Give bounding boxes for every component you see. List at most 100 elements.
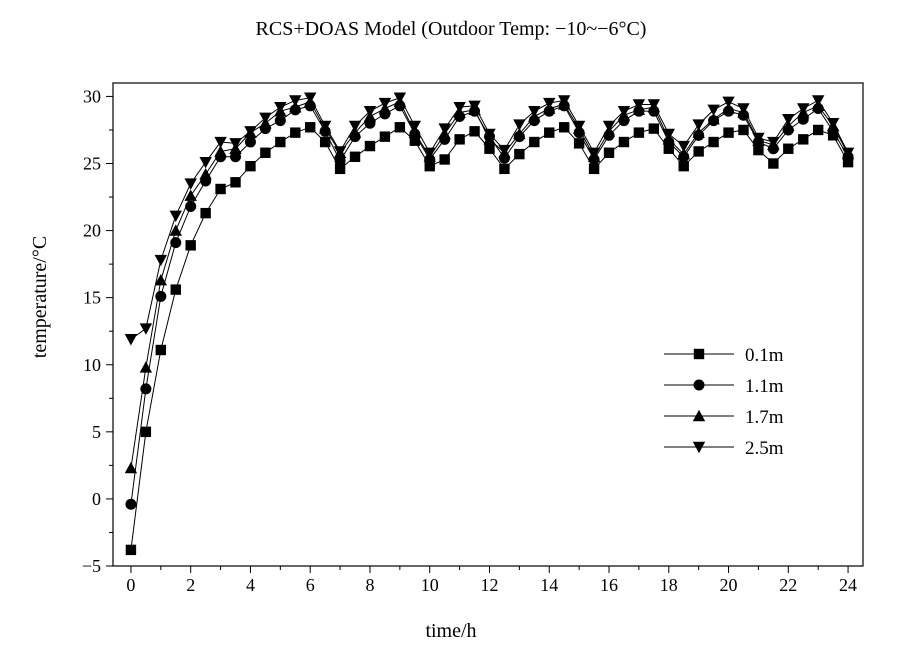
x-tick-label: 4 (246, 575, 255, 595)
data-point (722, 102, 735, 114)
data-point (648, 123, 660, 134)
y-axis: −5 0 5 10 15 20 25 30 (82, 86, 113, 576)
data-point (708, 136, 719, 148)
data-point (783, 143, 794, 154)
data-point (319, 136, 331, 148)
data-point (393, 92, 407, 104)
y-axis-label: temperature/°C (29, 236, 51, 358)
x-tick-label: 14 (540, 575, 558, 595)
data-point (573, 138, 585, 149)
data-point (454, 134, 465, 145)
data-point (811, 95, 825, 107)
data-point (274, 115, 286, 127)
x-tick-label: 12 (480, 575, 498, 595)
y-tick-label: −5 (82, 556, 101, 576)
legend-marker (693, 348, 705, 360)
data-point (169, 224, 182, 236)
data-point (125, 498, 137, 510)
x-tick-label: 22 (779, 575, 797, 595)
data-point (275, 136, 286, 148)
data-point (544, 127, 555, 138)
data-point (184, 178, 197, 190)
data-point (214, 145, 227, 157)
data-point (199, 156, 212, 169)
data-point (499, 163, 510, 175)
data-point (468, 100, 481, 113)
data-point (199, 168, 212, 180)
data-point (513, 127, 526, 140)
data-point (782, 114, 795, 126)
data-point (782, 119, 795, 132)
data-point (334, 155, 346, 167)
series-line (130, 126, 849, 550)
data-point (185, 200, 197, 212)
data-point (364, 140, 376, 152)
y-tick-label: 15 (83, 288, 101, 308)
data-point (662, 128, 675, 141)
data-point (260, 147, 271, 158)
legend-item: 1.1m (664, 376, 784, 397)
data-point (200, 207, 211, 219)
data-point (693, 146, 704, 157)
x-tick-label: 6 (306, 575, 315, 595)
data-point (723, 127, 734, 138)
legend-item: 1.7m (664, 407, 784, 428)
data-point (154, 274, 168, 286)
data-point (394, 122, 406, 133)
data-point (738, 124, 749, 136)
data-point (692, 119, 705, 131)
legend-item: 0.1m (664, 345, 784, 366)
x-tick-label: 8 (365, 575, 374, 595)
data-point (483, 128, 496, 141)
data-point (333, 146, 347, 158)
data-point (348, 120, 362, 133)
plot-frame (112, 82, 864, 567)
y-tick-label: 30 (83, 86, 101, 106)
data-point (602, 120, 616, 133)
y-tick-label: 0 (92, 489, 101, 509)
data-point (557, 95, 571, 107)
data-point (348, 126, 362, 138)
data-point (678, 160, 689, 172)
data-point (304, 92, 317, 104)
data-point (841, 147, 855, 159)
data-point (334, 163, 346, 175)
y-tick-label: 10 (83, 355, 101, 375)
legend-marker (692, 441, 706, 454)
data-point (424, 160, 435, 172)
data-point (155, 344, 167, 356)
data-point (318, 120, 332, 133)
data-point (663, 143, 674, 154)
data-point (484, 143, 495, 154)
data-point (169, 210, 182, 223)
data-point (768, 158, 779, 169)
data-point (290, 127, 301, 138)
data-point (617, 105, 631, 118)
data-point (363, 105, 377, 118)
data-point (124, 461, 138, 474)
data-point (439, 154, 450, 165)
series-line (130, 105, 849, 505)
legend-item: 2.5m (664, 438, 784, 459)
legend-marker (693, 379, 705, 391)
data-point (289, 95, 302, 107)
data-point (632, 99, 646, 111)
data-point (513, 119, 526, 131)
x-tick-label: 20 (720, 575, 738, 595)
data-point (215, 183, 226, 195)
data-point (677, 147, 690, 160)
data-point (124, 334, 138, 346)
legend: 0.1m 1.1m 1.7m 2.5m (664, 345, 784, 459)
legend-label: 1.1m (745, 376, 784, 397)
data-point (752, 132, 765, 145)
data-point (587, 147, 601, 159)
series-2.5m (124, 92, 855, 346)
data-point (378, 97, 392, 110)
data-point (753, 144, 764, 156)
x-tick-label: 18 (660, 575, 678, 595)
data-point (469, 126, 480, 137)
data-point (603, 147, 615, 158)
data-point (214, 136, 227, 149)
data-point (737, 103, 750, 115)
series-layer (124, 92, 855, 556)
